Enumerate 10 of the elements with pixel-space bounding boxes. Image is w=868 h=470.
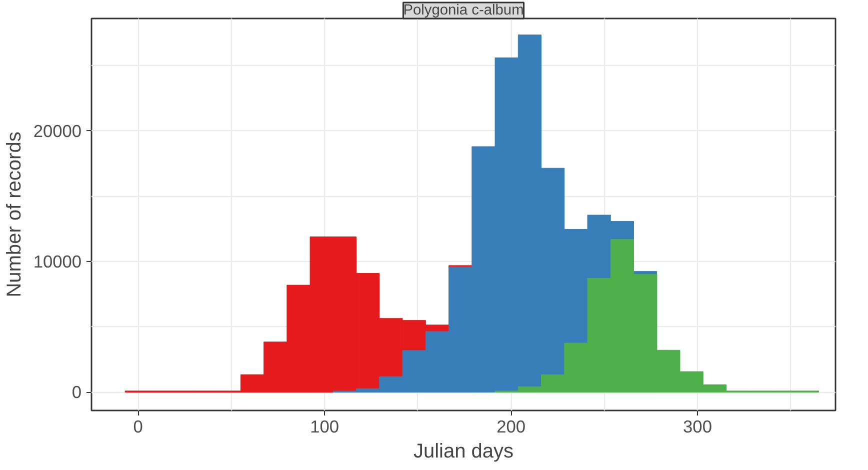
y-tick-label: 20000: [33, 120, 82, 141]
y-tick-label: 0: [72, 382, 82, 402]
chart-title: Polygonia c-album: [403, 2, 524, 18]
x-tick-label: 200: [496, 416, 526, 436]
y-tick-label: 10000: [33, 252, 82, 272]
x-tick-label: 0: [133, 416, 143, 436]
x-axis-title: Julian days: [413, 440, 514, 462]
y-axis-title: Number of records: [3, 132, 26, 298]
x-tick-label: 300: [683, 416, 712, 436]
x-tick-label: 100: [310, 416, 340, 436]
